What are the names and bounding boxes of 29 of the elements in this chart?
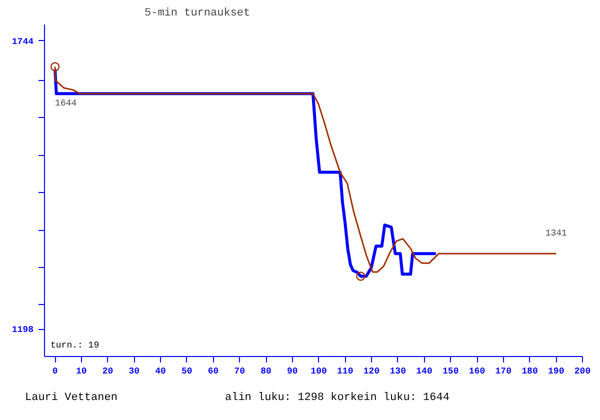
annotation: turn.: 19 <box>50 340 100 350</box>
x-tick-label: 10 <box>76 366 87 376</box>
x-tick-label: 160 <box>468 366 486 376</box>
text: alin luku: 1298 korkein luku: 1644 <box>225 391 450 406</box>
x-tick-label: 60 <box>208 366 219 376</box>
x-tick-label: 110 <box>337 366 354 376</box>
y-tick-label: 1198 <box>12 325 34 336</box>
x-tick-label: 90 <box>287 366 298 376</box>
y-tick-label: 1744 <box>12 36 34 47</box>
x-tick-label: 120 <box>363 366 380 376</box>
text: Lauri Vettanen <box>25 391 118 406</box>
annotation: 1341 <box>545 228 567 239</box>
x-tick-label: 20 <box>102 366 114 376</box>
x-tick-label: 40 <box>155 366 166 376</box>
x-tick-label: 140 <box>416 366 432 376</box>
x-tick-label: 50 <box>182 366 192 376</box>
x-tick-label: 30 <box>128 366 140 376</box>
x-tick-label: 0 <box>52 366 58 376</box>
x-tick-label: 200 <box>574 366 591 376</box>
x-tick-label: 180 <box>522 366 538 376</box>
x-tick-label: 150 <box>442 366 459 376</box>
x-tick-label: 190 <box>548 366 564 376</box>
x-tick-label: 100 <box>310 366 327 376</box>
x-tick-label: 170 <box>495 366 512 376</box>
x-tick-label: 130 <box>390 366 406 376</box>
x-tick-label: 70 <box>234 366 246 376</box>
x-tick-label: 80 <box>260 366 272 376</box>
annotation: 1644 <box>55 98 77 109</box>
chart-title: 5-min turnaukset <box>144 8 250 20</box>
